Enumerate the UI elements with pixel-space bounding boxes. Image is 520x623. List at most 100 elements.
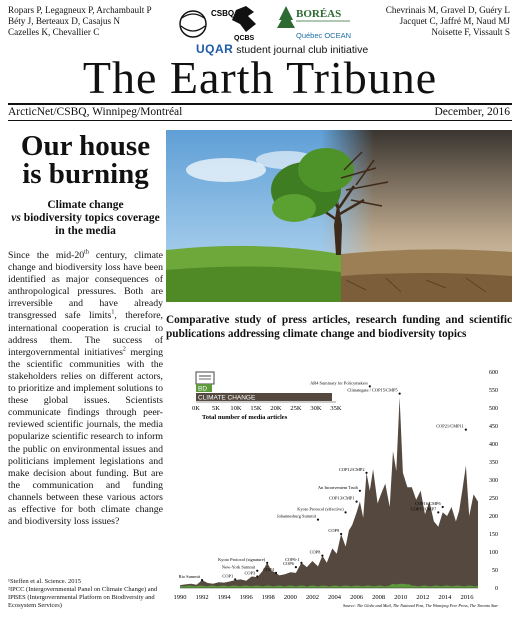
- annotation-marker: [344, 511, 347, 514]
- boreas-logo: BORÉAS: [296, 8, 341, 20]
- annotation-label: Kyoto Protocol (effective): [297, 506, 344, 511]
- author-line: Cazelles K, Chevallier C: [8, 27, 100, 37]
- subhead-line: Climate change: [47, 199, 124, 211]
- study-title: Comparative study of press articles, res…: [166, 314, 512, 340]
- annotation-label: New-York Summit: [222, 565, 256, 570]
- annotation-marker: [358, 489, 362, 492]
- x-tick-label: 1996: [240, 594, 254, 601]
- annotation-label: COP3: [245, 570, 257, 575]
- annotation-label: COP8: [310, 550, 322, 555]
- y-tick-label: 100: [489, 550, 498, 556]
- quebec-ocean-logo: Québec OCEAN: [296, 31, 351, 40]
- media-bar-inset: BD CLIMATE CHANGE 0K 5K 10K 15K 20K 25K 30K 35K To…: [192, 384, 342, 421]
- y-tick-label: 0: [495, 586, 498, 592]
- y-tick-label: 450: [489, 424, 498, 430]
- body-text: Since the mid-20: [8, 250, 85, 261]
- x-tick-label: 2014: [438, 594, 452, 601]
- annotation-marker: [294, 566, 297, 569]
- body-text: century, climate change and biodiversity…: [8, 250, 163, 322]
- biodiversity-area: [180, 583, 478, 588]
- uqar-tagline: student journal club initiative: [236, 44, 369, 56]
- annotation-marker: [234, 578, 237, 581]
- newspaper-icon: [195, 371, 215, 385]
- x-tick-label: 2008: [372, 594, 385, 601]
- annotation-marker: [300, 561, 303, 564]
- x-tick-label: 2012: [416, 594, 429, 601]
- subhead-vs: vs: [11, 212, 21, 224]
- y-tick-label: 500: [489, 406, 498, 412]
- subheadline: Climate change vs biodiversity topics co…: [8, 199, 163, 238]
- qcbs-bird-icon: [232, 6, 256, 32]
- annotation-label: Kyoto Protocol (signature): [218, 557, 266, 562]
- inset-bar: [196, 393, 332, 401]
- x-tick-label: 2006: [350, 594, 364, 601]
- annotation-label: COP17/CMP7: [411, 506, 437, 511]
- annotation-label: Rio Summit: [179, 574, 201, 579]
- x-tick-label: 2004: [328, 594, 342, 601]
- annotation-label: COP6: [283, 561, 295, 566]
- body-sup: 1: [111, 310, 115, 317]
- x-tick-label: 2000: [284, 594, 297, 601]
- y-tick-label: 200: [489, 514, 498, 520]
- x-tick-label: 2010: [394, 594, 407, 601]
- divider: [8, 103, 512, 105]
- annotation-label: COP16/CMP6: [415, 501, 441, 506]
- tree-photo: [166, 130, 512, 302]
- subhead-line: vs biodiversity topics coverage in the m…: [8, 212, 163, 238]
- csbq-logo: CSBQ: [211, 9, 234, 18]
- annotation-label: COP4: [263, 567, 275, 572]
- x-tick-label: 1990: [174, 594, 187, 601]
- headline: Our house is burning: [20, 130, 151, 190]
- annotation-marker: [200, 578, 204, 582]
- inset-tick-label: 0K: [192, 405, 200, 412]
- x-tick-label: 2016: [460, 594, 474, 601]
- y-tick-label: 600: [489, 370, 498, 376]
- body-sup: th: [84, 249, 89, 256]
- annotation-marker: [316, 518, 320, 521]
- uqar-logo: UQAR: [196, 42, 234, 56]
- annotation-marker: [398, 392, 401, 395]
- annotation-marker: [266, 561, 269, 564]
- inset-tick-label: 20K: [270, 405, 282, 412]
- qcbs-logo: QCBS: [234, 35, 255, 42]
- author-line: Chevrinais M, Gravel D, Guéry L: [385, 5, 510, 15]
- annotation-label: COP21/CMP11: [436, 424, 464, 429]
- climate-change-area: [180, 397, 478, 588]
- authors-right: Chevrinais M, Gravel D, Guéry L Jacquet …: [360, 5, 510, 38]
- annotation-marker: [365, 471, 368, 474]
- annotation-label: COP9: [328, 528, 340, 533]
- place-line: ArcticNet/CSBQ, Winnipeg/Montréal: [8, 106, 183, 118]
- annotation-marker: [441, 505, 444, 509]
- annotation-marker: [274, 571, 278, 574]
- annotation-label: COP6-1: [285, 557, 299, 562]
- inset-xlabel: Total number of media articles: [202, 414, 288, 421]
- divider: [8, 120, 512, 121]
- x-tick-label: 1992: [196, 594, 209, 601]
- inset-tick-label: 5K: [212, 405, 220, 412]
- x-tick-label: 1994: [218, 594, 232, 601]
- inset-bar: [196, 384, 212, 392]
- author-line: Béty J, Berteaux D, Casajus N: [8, 16, 121, 26]
- masthead-title: The Earth Tribune: [82, 52, 438, 103]
- annotation-label: COP1: [222, 573, 233, 578]
- y-tick-label: 150: [489, 532, 498, 538]
- inset-tick-label: 25K: [290, 405, 302, 412]
- reference: ¹Steffen et al. Science. 2015: [8, 578, 81, 585]
- body-text: , therefore, international cooperation i…: [8, 310, 164, 358]
- planet-logo: [179, 10, 207, 38]
- annotation-marker: [256, 569, 259, 572]
- chart-source: Source: The Globe and Mail, The National…: [343, 603, 498, 609]
- media-chart: BD CLIMATE CHANGE 0K 5K 10K 15K 20K 25K 30K 35K To…: [174, 370, 499, 609]
- annotation-marker: [256, 575, 259, 578]
- annotation-label: COP12/CMP2: [339, 467, 365, 472]
- uqar-line: UQAR student journal club initiative: [196, 42, 368, 56]
- reference: ²IPCC (Intergovernmental Panel on Climat…: [8, 586, 158, 609]
- x-tick-label: 1998: [262, 594, 275, 601]
- article-body: Since the mid-20th century, climate chan…: [8, 250, 163, 528]
- y-tick-label: 300: [489, 478, 498, 484]
- media-area-plot: 0 50 100 150 200 250 300 350 400 450 500 550 600 1990…: [174, 370, 499, 609]
- y-tick-label: 50: [492, 568, 498, 574]
- annotation-marker: [437, 511, 440, 514]
- inset-bar-label: CLIMATE CHANGE: [198, 395, 256, 402]
- annotation-label: An Inconvenient Truth: [318, 485, 359, 490]
